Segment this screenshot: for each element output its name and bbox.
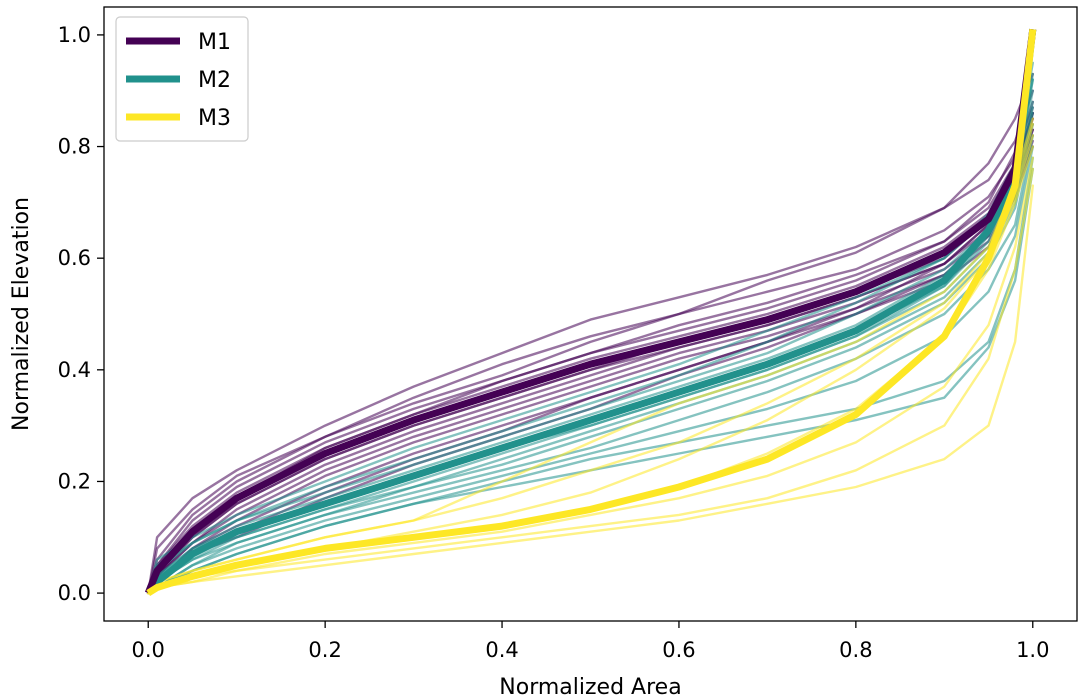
- series-line-m3-member-6: [147, 167, 1034, 595]
- series-line-m1-member-3: [147, 100, 1034, 595]
- legend: M1 M2 M3: [115, 16, 249, 142]
- series-line-m1-member-9: [147, 128, 1034, 595]
- x-tick-label: 0.0: [132, 638, 165, 662]
- series-line-m1-member-6: [147, 117, 1034, 595]
- series-line-m1-mean: [144, 28, 1037, 595]
- series-line-m3-member-2: [147, 123, 1034, 595]
- y-tick-label: 0.2: [58, 469, 91, 493]
- series-line-m1-member-10: [147, 117, 1034, 595]
- series-line-m1-member-5: [147, 106, 1034, 595]
- series-line-m2-member-2: [147, 61, 1034, 595]
- plot-frame: [103, 6, 1078, 622]
- series-line-m2-member-9: [147, 123, 1034, 595]
- legend-label-m1: M1: [198, 30, 231, 55]
- x-tick-label: 0.2: [308, 638, 341, 662]
- series-line-m3-mean: [146, 28, 1037, 597]
- series-line-m3-member-1: [147, 117, 1034, 595]
- axis-ticks: 0.0 0.2 0.4 0.6 0.8 1.0 0.0 0.2 0.4 0.6 0.8 1.0: [58, 23, 1050, 662]
- series-line-m3-member-7: [147, 184, 1034, 595]
- y-axis-label: Normalized Elevation: [9, 197, 34, 431]
- series-line-m2-member-8: [147, 111, 1034, 595]
- y-tick-label: 1.0: [58, 23, 91, 47]
- y-tick-label: 0.4: [58, 358, 91, 382]
- legend-box: [115, 16, 249, 142]
- legend-label-m2: M2: [198, 68, 231, 93]
- series-line-m2-member-11: [147, 145, 1034, 595]
- x-tick-label: 1.0: [1016, 638, 1049, 662]
- y-tick-label: 0.0: [58, 581, 91, 605]
- x-tick-label: 0.6: [662, 638, 695, 662]
- series-line-m1-member-1: [147, 89, 1034, 595]
- x-axis-label: Normalized Area: [499, 675, 681, 699]
- y-tick-label: 0.6: [58, 246, 91, 270]
- x-tick-label: 0.4: [485, 638, 518, 662]
- series-line-m1-member-2: [147, 72, 1034, 595]
- y-tick-label: 0.8: [58, 135, 91, 159]
- legend-label-m3: M3: [198, 106, 231, 131]
- x-tick-label: 0.8: [839, 638, 872, 662]
- series-line-m2-mean: [145, 28, 1037, 596]
